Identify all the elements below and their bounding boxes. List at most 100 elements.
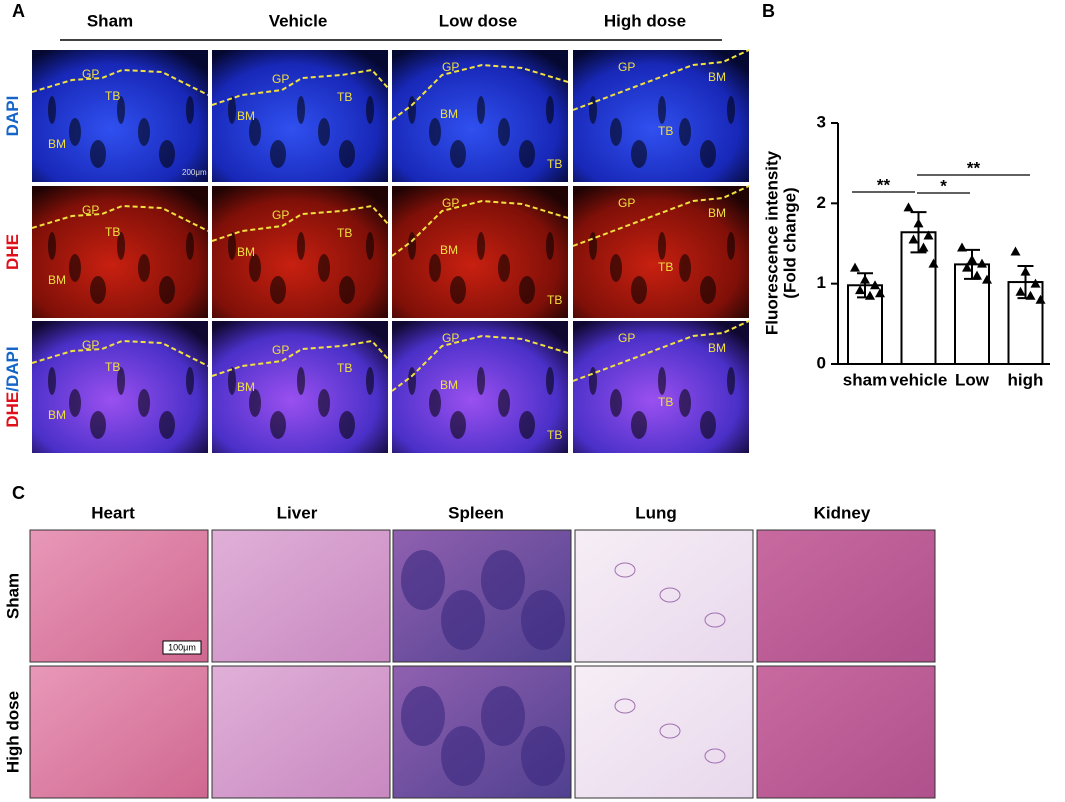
image-texture xyxy=(519,276,535,304)
data-point xyxy=(903,202,914,212)
data-point xyxy=(913,218,924,228)
growth-plate-line xyxy=(572,49,750,111)
region-label: BM xyxy=(48,408,66,422)
growth-plate-line xyxy=(391,199,569,257)
y-axis-label: (Fold change) xyxy=(780,187,799,298)
region-label: GP xyxy=(618,196,635,210)
image-texture xyxy=(679,254,691,282)
image-texture xyxy=(659,723,681,739)
image-texture xyxy=(546,96,554,124)
region-label: TB xyxy=(337,90,352,104)
data-point xyxy=(908,234,919,244)
histology-image xyxy=(392,665,572,799)
histology-image xyxy=(29,665,209,799)
image-texture xyxy=(700,140,716,168)
image-texture xyxy=(498,389,510,417)
y-axis-label: Fluorescence intensity xyxy=(762,150,781,335)
row-label-part: /DAPI xyxy=(3,346,22,391)
data-point xyxy=(928,258,939,268)
image-texture xyxy=(159,411,175,439)
image-texture xyxy=(159,140,175,168)
image-texture xyxy=(589,96,597,124)
image-texture xyxy=(117,367,125,395)
image-texture xyxy=(138,118,150,146)
image-texture xyxy=(366,367,374,395)
image-texture xyxy=(297,367,305,395)
image-texture xyxy=(477,232,485,260)
data-point xyxy=(1035,294,1046,304)
image-texture xyxy=(48,367,56,395)
image xyxy=(756,665,936,799)
region-label: GP xyxy=(82,338,99,352)
region-label: GP xyxy=(618,60,635,74)
region-label: BM xyxy=(48,137,66,151)
image-texture xyxy=(48,232,56,260)
row-label-part: DAPI xyxy=(3,96,22,137)
image-texture xyxy=(704,748,726,764)
image-texture xyxy=(429,389,441,417)
y-tick-label: 3 xyxy=(817,112,826,131)
image-texture xyxy=(659,587,681,603)
image-texture xyxy=(228,96,236,124)
scale-bar-label: 100μm xyxy=(168,642,196,652)
image-texture xyxy=(658,232,666,260)
growth-plate-line xyxy=(31,68,209,96)
column-header: Lung xyxy=(635,503,677,522)
micrograph: GP TB BM xyxy=(211,321,389,453)
image-texture xyxy=(441,590,485,650)
region-label: BM xyxy=(237,380,255,394)
image-texture xyxy=(90,411,106,439)
panel-label: C xyxy=(12,483,25,503)
histology-image xyxy=(392,529,572,663)
histology-image xyxy=(756,529,936,663)
micrograph: GP BM TB xyxy=(572,49,750,182)
image-texture xyxy=(521,590,565,650)
region-label: BM xyxy=(440,243,458,257)
image-texture xyxy=(339,276,355,304)
image xyxy=(211,529,391,663)
image-texture xyxy=(69,389,81,417)
growth-plate-line xyxy=(572,185,750,247)
data-point xyxy=(875,288,885,298)
region-label: GP xyxy=(272,208,289,222)
histology-image xyxy=(756,665,936,799)
image xyxy=(29,529,209,663)
y-tick-label: 1 xyxy=(817,273,826,292)
image-texture xyxy=(521,726,565,786)
image xyxy=(29,665,209,799)
image-texture xyxy=(589,232,597,260)
region-label: BM xyxy=(708,206,726,220)
row-label-part: DHE xyxy=(3,234,22,270)
column-header: Spleen xyxy=(448,503,504,522)
micrograph: GP BM TB xyxy=(391,50,569,182)
image-texture xyxy=(658,367,666,395)
row-label: DHE/DAPI xyxy=(3,346,22,427)
x-tick-label: sham xyxy=(843,370,887,389)
image-texture xyxy=(90,140,106,168)
data-point xyxy=(1025,290,1036,300)
growth-plate-line xyxy=(391,334,569,392)
micrograph: GP TB BM 200μm xyxy=(31,50,209,182)
image-texture xyxy=(498,118,510,146)
region-label: BM xyxy=(237,109,255,123)
image-texture xyxy=(366,232,374,260)
data-point xyxy=(1030,278,1041,288)
row-label: Sham xyxy=(3,573,22,619)
region-label: TB xyxy=(337,226,352,240)
image-texture xyxy=(408,367,416,395)
bar xyxy=(900,231,937,365)
image-texture xyxy=(401,550,445,610)
growth-plate-line xyxy=(572,320,750,382)
image-texture xyxy=(546,232,554,260)
image-texture xyxy=(270,140,286,168)
image-texture xyxy=(117,232,125,260)
significance-label: ** xyxy=(877,175,891,194)
region-label: BM xyxy=(440,107,458,121)
column-header: Liver xyxy=(277,503,318,522)
image-texture xyxy=(48,96,56,124)
row-label: High dose xyxy=(3,691,22,773)
image-texture xyxy=(614,698,636,714)
micrograph: GP BM TB xyxy=(572,320,750,453)
growth-plate-line xyxy=(31,339,209,367)
